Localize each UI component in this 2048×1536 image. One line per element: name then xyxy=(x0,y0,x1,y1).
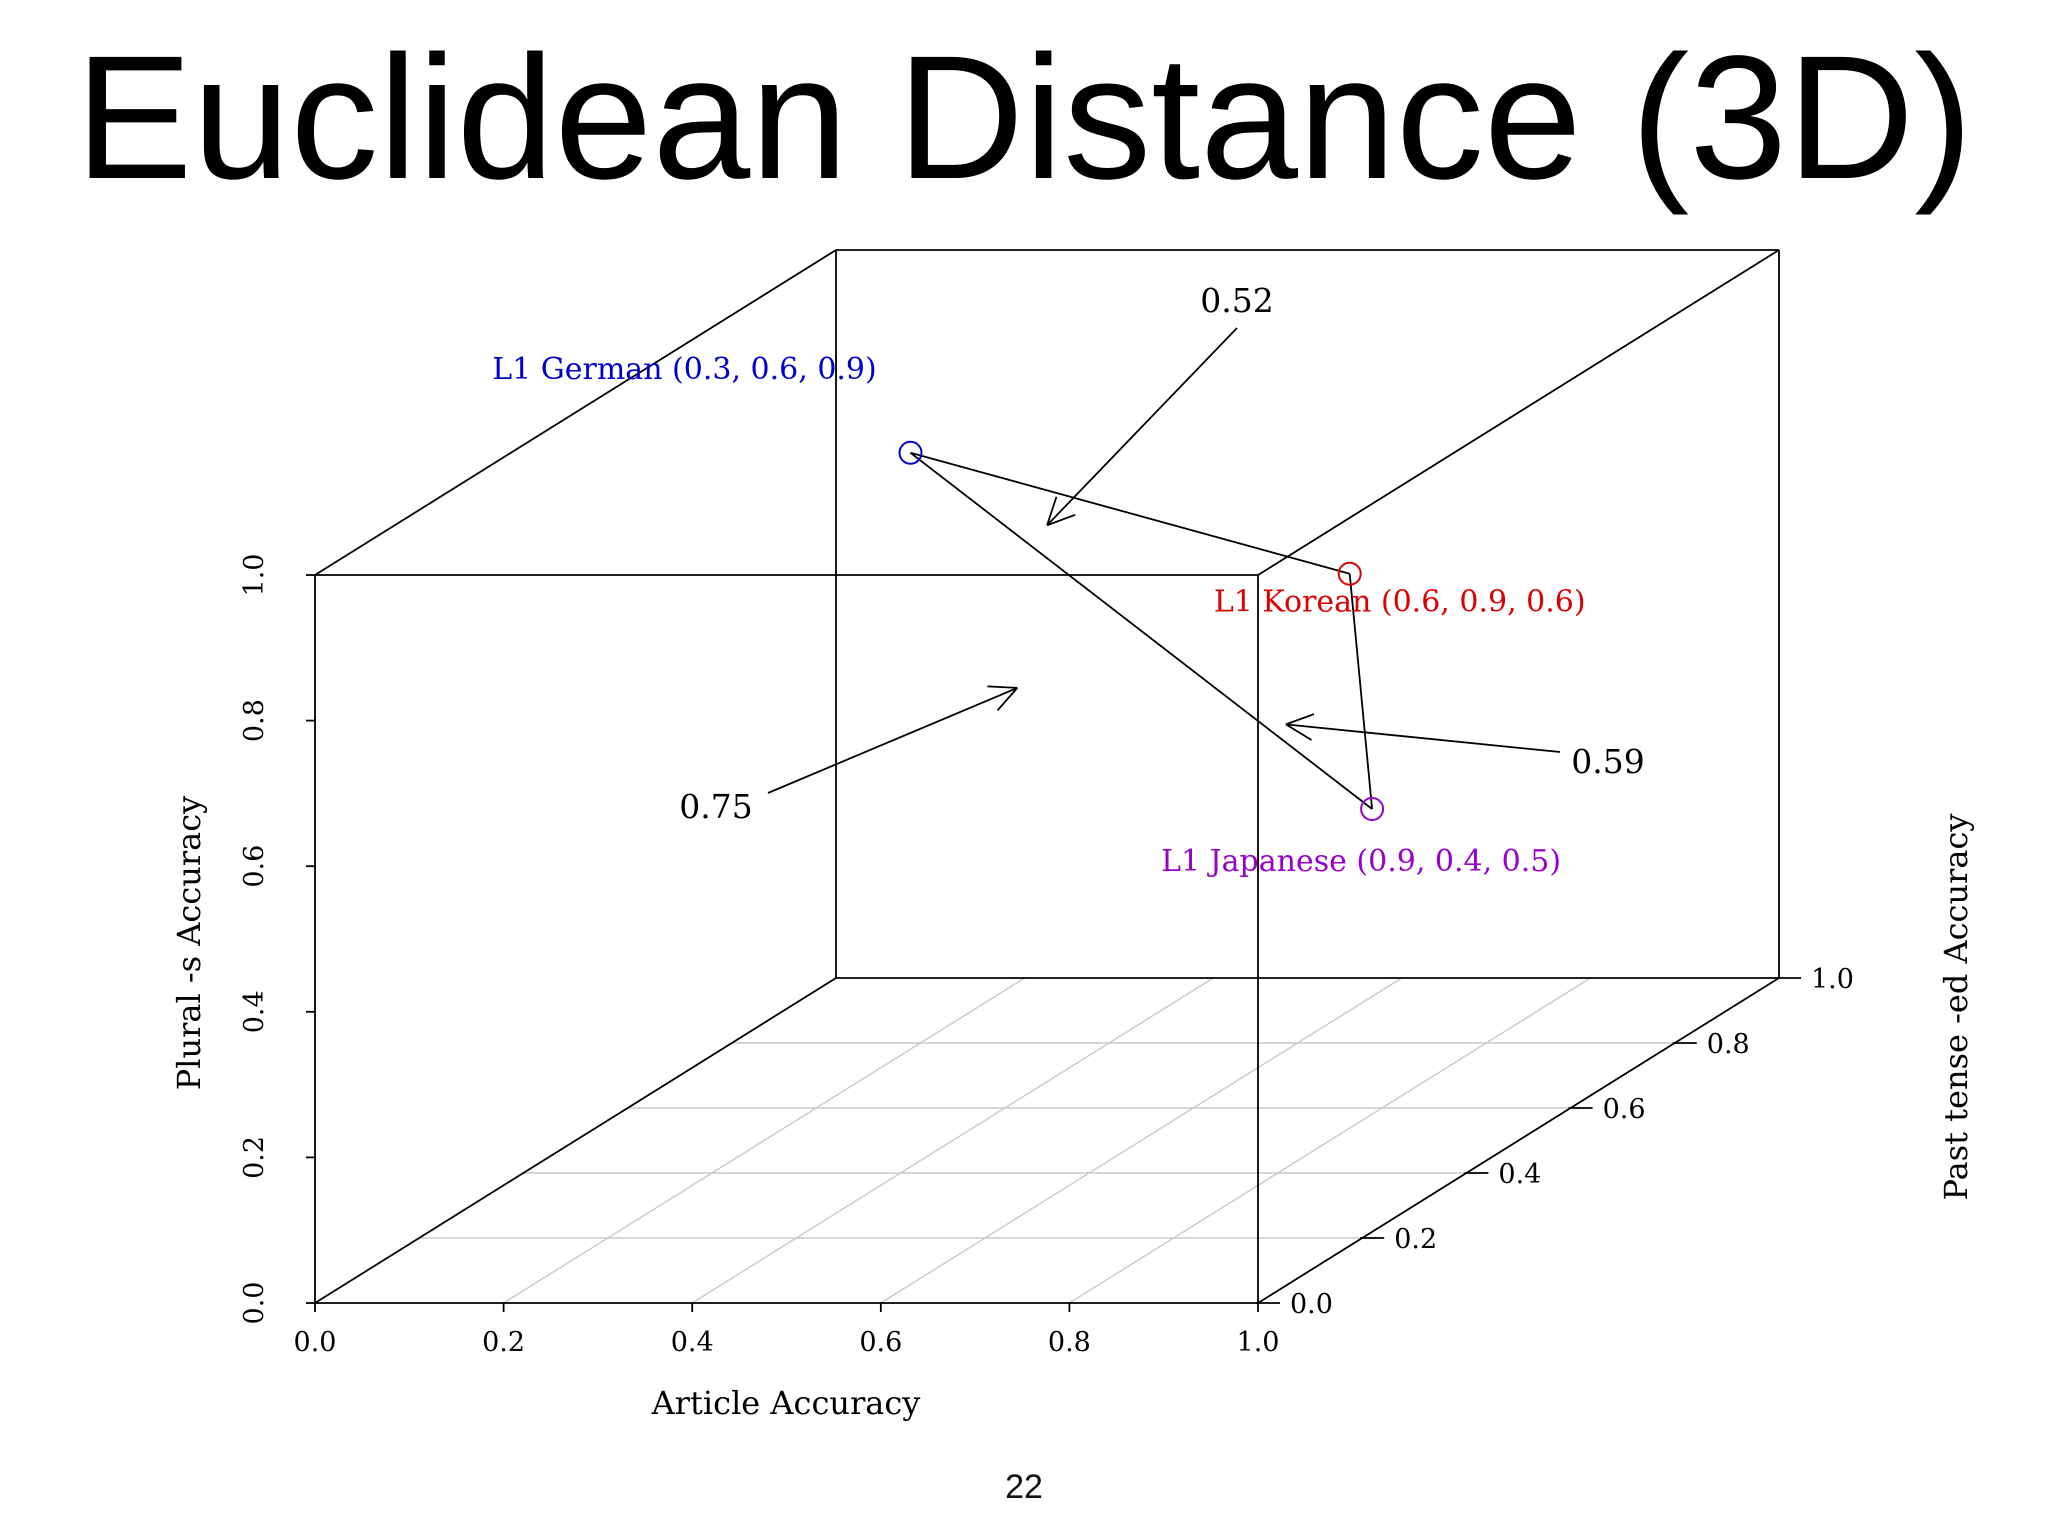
distance-arrow xyxy=(1285,723,1561,753)
z-axis-title: Plural -s Accuracy xyxy=(170,796,208,1091)
x-tick-label: 0.2 xyxy=(482,1327,525,1358)
x-tick-label: 1.0 xyxy=(1237,1327,1280,1358)
floor-grid-line xyxy=(503,977,1025,1304)
x-tick-label: 0.8 xyxy=(1048,1327,1091,1358)
distance-label: 0.52 xyxy=(1200,281,1273,320)
x-tick-label: 0.0 xyxy=(294,1327,337,1358)
z-tick-label: 0.6 xyxy=(239,845,270,888)
z-tick-label: 0.0 xyxy=(239,1282,270,1325)
page-number: 22 xyxy=(1005,1468,1043,1506)
x-tick-label: 0.6 xyxy=(859,1327,902,1358)
floor-grid-line xyxy=(880,977,1403,1304)
floor-grid-line xyxy=(1069,977,1591,1304)
distance-arrow-head xyxy=(996,687,1018,712)
data-points: L1 German (0.3, 0.6, 0.9) L1 Korean (0.6,… xyxy=(492,352,1585,879)
floor-grid xyxy=(419,977,1675,1304)
distance-lines xyxy=(909,451,1373,810)
distance-label: 0.75 xyxy=(679,787,752,826)
z-tick-label: 0.2 xyxy=(239,1136,270,1179)
distance-arrow xyxy=(1046,327,1238,526)
distance-arrow-head xyxy=(1285,713,1315,726)
data-point-marker xyxy=(1337,561,1362,586)
plot-box xyxy=(314,249,1780,1304)
y-tick-label: 0.4 xyxy=(1498,1159,1541,1190)
box-edge xyxy=(314,977,837,1304)
distance-line xyxy=(1348,573,1373,810)
distance-annotations: 0.52 0.59 0.75 xyxy=(679,281,1644,826)
data-point-marker xyxy=(1360,797,1385,821)
distance-arrow-head xyxy=(1285,723,1312,741)
y-tick-label: 0.8 xyxy=(1707,1029,1750,1060)
distance-arrow xyxy=(767,687,1018,794)
floor-grid-line xyxy=(691,977,1214,1304)
box-edge xyxy=(1257,977,1780,1304)
distance-label: 0.59 xyxy=(1571,742,1644,781)
distance-arrow-head xyxy=(987,685,1018,689)
distance-line xyxy=(909,452,1373,810)
y-tick-label: 1.0 xyxy=(1811,964,1854,995)
box-edge xyxy=(1257,249,1780,576)
x-tick-label: 0.4 xyxy=(671,1327,714,1358)
axes: 0.0 0.2 0.4 0.6 0.8 1.0 0.0 0.2 0.4 0.6 0.8 1.0 0.0 0… xyxy=(239,554,1854,1358)
box-edge xyxy=(314,249,837,576)
y-tick-label: 0.2 xyxy=(1394,1224,1437,1255)
slide-title: Euclidean Distance (3D) xyxy=(75,20,1973,216)
x-axis-title: Article Accuracy xyxy=(651,1384,921,1422)
z-tick-label: 0.8 xyxy=(239,699,270,742)
y-tick-label: 0.0 xyxy=(1290,1289,1333,1320)
y-tick-label: 0.6 xyxy=(1603,1094,1646,1125)
z-tick-label: 1.0 xyxy=(239,554,270,597)
data-point-label: L1 Japanese (0.9, 0.4, 0.5) xyxy=(1161,844,1561,879)
y-axis-title: Past tense -ed Accuracy xyxy=(1937,814,1975,1201)
distance-arrow-head xyxy=(1046,513,1076,527)
data-point-label: L1 German (0.3, 0.6, 0.9) xyxy=(492,352,876,387)
distance-arrow-head xyxy=(1046,496,1058,526)
data-point-marker xyxy=(898,440,923,465)
data-point-label: L1 Korean (0.6, 0.9, 0.6) xyxy=(1214,585,1586,620)
distance-line xyxy=(910,451,1350,575)
z-tick-label: 0.4 xyxy=(239,990,270,1033)
